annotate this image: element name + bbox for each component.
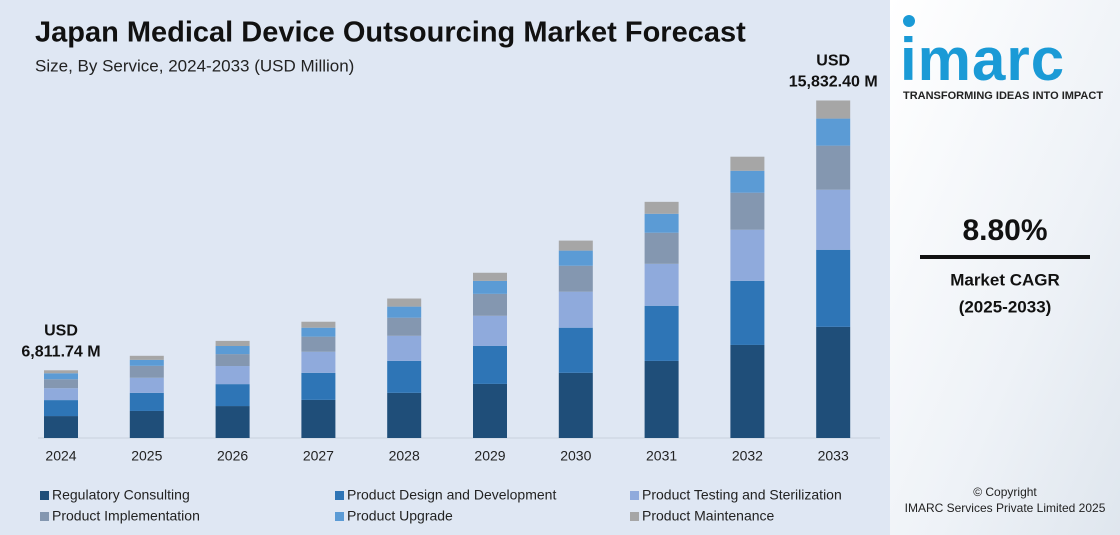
bar-segment: [215, 354, 250, 367]
x-tick-label: 2025: [131, 448, 162, 464]
logo-tagline: TRANSFORMING IDEAS INTO IMPACT: [903, 90, 1103, 102]
bar-segment: [473, 293, 507, 316]
bar-segment: [644, 201, 679, 214]
bar-segment: [730, 156, 765, 171]
bar-segment: [558, 372, 593, 438]
bar-segment: [44, 416, 78, 438]
bar-segment: [387, 360, 422, 393]
bar-segment: [644, 213, 679, 233]
bar-segment: [129, 355, 164, 360]
bar-segment: [387, 298, 422, 307]
bar-segment: [215, 346, 250, 355]
bar-segment: [644, 305, 679, 361]
bar-segment: [44, 400, 78, 417]
bar-segment: [129, 359, 164, 366]
bar-segment: [816, 189, 851, 250]
cagr-period: (2025-2033): [959, 297, 1052, 316]
bar-segment: [44, 388, 78, 401]
legend-label: Product Implementation: [52, 508, 200, 524]
bar-segment: [644, 232, 679, 264]
bar-segment: [473, 383, 507, 438]
bar-segment: [644, 263, 679, 306]
legend-label: Regulatory Consulting: [52, 487, 190, 503]
legend-swatch: [630, 491, 639, 500]
legend-swatch: [335, 512, 344, 521]
bar-segment: [215, 366, 250, 385]
bar-segment: [730, 192, 765, 230]
bar-segment: [558, 250, 593, 266]
bar-segment: [473, 315, 507, 346]
bar-segment: [301, 327, 336, 337]
bar-segment: [473, 345, 507, 384]
x-tick-label: 2033: [818, 448, 849, 464]
bar-segment: [387, 306, 422, 318]
x-tick-label: 2032: [732, 448, 763, 464]
bar-segment: [301, 351, 336, 373]
logo: imarc: [900, 26, 1065, 93]
bar-segment: [816, 118, 851, 146]
bar-segment: [129, 392, 164, 411]
copyright: © Copyright: [973, 485, 1037, 499]
bar-segment: [730, 280, 765, 345]
bar-segment: [473, 280, 507, 294]
chart-subtitle: Size, By Service, 2024-2033 (USD Million…: [35, 56, 354, 75]
bar-segment: [44, 370, 78, 374]
legend-swatch: [630, 512, 639, 521]
cagr-value: 8.80%: [962, 214, 1047, 247]
legend-label: Product Maintenance: [642, 508, 775, 524]
copyright-owner: IMARC Services Private Limited 2025: [905, 501, 1106, 515]
bar-segment: [816, 100, 851, 119]
cagr-label: Market CAGR: [950, 270, 1060, 289]
bar-segment: [644, 360, 679, 438]
bar-segment: [473, 272, 507, 281]
total-label: 15,832.40 M: [789, 74, 878, 91]
bar-segment: [301, 321, 336, 328]
bar-segment: [215, 406, 250, 438]
bar-segment: [730, 170, 765, 193]
bar-segment: [558, 327, 593, 373]
legend-label: Product Testing and Sterilization: [642, 487, 842, 503]
x-tick-label: 2024: [45, 448, 76, 464]
bar-segment: [301, 399, 336, 438]
bar-segment: [387, 317, 422, 336]
x-tick-label: 2026: [217, 448, 248, 464]
total-label: USD: [816, 53, 850, 70]
total-label: USD: [44, 323, 78, 340]
bar-segment: [816, 145, 851, 190]
x-tick-label: 2029: [474, 448, 505, 464]
x-tick-label: 2030: [560, 448, 591, 464]
total-label: 6,811.74 M: [21, 344, 100, 361]
bar-segment: [558, 265, 593, 292]
bar-segment: [558, 291, 593, 328]
bar-segment: [816, 326, 851, 438]
legend-swatch: [40, 512, 49, 521]
bar-segment: [730, 344, 765, 438]
legend-swatch: [40, 491, 49, 500]
bar-segment: [558, 240, 593, 251]
side-panel: [890, 0, 1120, 535]
bar-segment: [387, 335, 422, 361]
legend-label: Product Upgrade: [347, 508, 453, 524]
bar-segment: [44, 379, 78, 389]
bar-segment: [387, 392, 422, 438]
bar-segment: [730, 229, 765, 281]
bar-segment: [215, 340, 250, 347]
x-tick-label: 2027: [303, 448, 334, 464]
bar-segment: [129, 377, 164, 393]
bar-segment: [301, 336, 336, 352]
x-tick-label: 2031: [646, 448, 677, 464]
bar-segment: [816, 249, 851, 327]
legend-swatch: [335, 491, 344, 500]
bar-segment: [301, 372, 336, 400]
bar-segment: [129, 365, 164, 378]
logo-dot: [903, 15, 915, 27]
x-tick-label: 2028: [389, 448, 420, 464]
bar-segment: [129, 410, 164, 438]
bar-segment: [44, 373, 78, 380]
legend-label: Product Design and Development: [347, 487, 556, 503]
chart-title: Japan Medical Device Outsourcing Market …: [35, 17, 746, 49]
bar-segment: [215, 384, 250, 407]
